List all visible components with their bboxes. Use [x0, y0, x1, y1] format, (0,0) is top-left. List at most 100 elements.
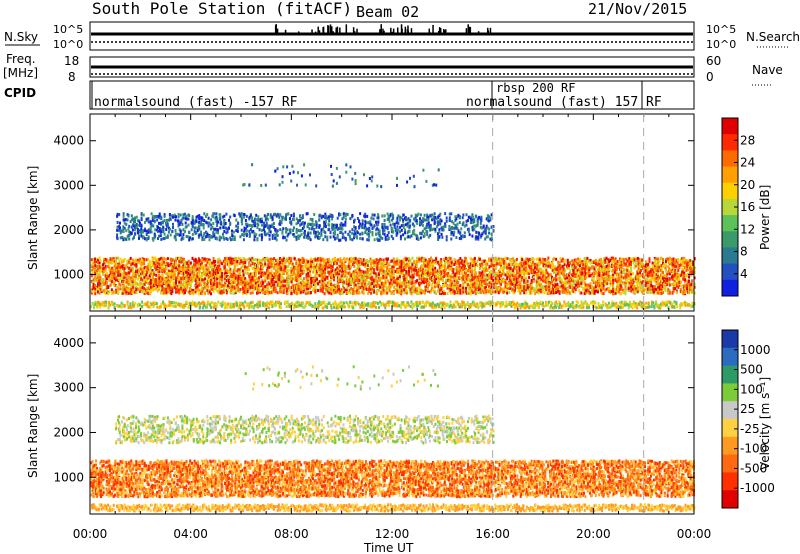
scatter-cell — [167, 272, 170, 275]
scatter-cell — [135, 291, 138, 295]
scatter-cell — [175, 261, 177, 265]
scatter-cell — [146, 268, 148, 272]
scatter-cell — [91, 271, 94, 274]
scatter-cell — [108, 264, 111, 268]
scatter-cell — [375, 301, 378, 305]
scatter-cell — [214, 301, 217, 305]
scatter-cell — [394, 263, 397, 267]
scatter-cell — [172, 272, 175, 276]
scatter-cell — [165, 257, 168, 261]
scatter-cell — [182, 272, 185, 276]
scatter-cell — [119, 271, 122, 274]
scatter-cell — [115, 276, 118, 280]
scatter-cell — [626, 302, 629, 306]
scatter-cell — [137, 302, 140, 306]
scatter-cell — [94, 287, 97, 291]
scatter-cell — [510, 301, 513, 304]
scatter-cell — [136, 282, 139, 286]
scatter-cell — [177, 258, 180, 262]
nsearch-tick-bottom: 10^0 — [706, 38, 736, 51]
scatter-cell — [648, 305, 650, 309]
scatter-cell — [104, 279, 107, 283]
scatter-cell — [109, 279, 112, 283]
scatter-cell — [148, 285, 151, 289]
scatter-cell — [122, 276, 125, 280]
scatter-cell — [345, 257, 348, 261]
scatter-cell — [309, 262, 312, 266]
scatter-cell — [202, 306, 205, 310]
scatter-cell — [260, 275, 263, 279]
scatter-cell — [117, 279, 120, 283]
scatter-cell — [126, 276, 129, 279]
scatter-cell — [216, 277, 219, 281]
scatter-cell — [163, 278, 166, 282]
scatter-cell — [623, 300, 626, 304]
scatter-cell — [393, 301, 396, 305]
scatter-cell — [155, 266, 158, 270]
scatter-cell — [110, 292, 113, 295]
scatter-cell — [298, 301, 300, 305]
scatter-cell — [264, 290, 267, 294]
scatter-cell — [140, 275, 143, 279]
scatter-cell — [336, 261, 339, 265]
scatter-cell — [180, 289, 183, 293]
scatter-cell — [185, 270, 188, 274]
scatter-cell — [123, 280, 126, 284]
scatter-cell — [175, 266, 177, 270]
scatter-cell — [108, 290, 111, 293]
scatter-cell — [230, 291, 233, 295]
scatter-cell — [326, 286, 329, 290]
scatter-cell — [365, 303, 368, 307]
scatter-cell — [186, 276, 189, 280]
scatter-cell — [92, 285, 95, 289]
scatter-cell — [146, 276, 148, 280]
scatter-cell — [109, 261, 112, 265]
scatter-cell — [155, 302, 158, 305]
scatter-cell — [336, 304, 339, 308]
scatter-cell — [580, 306, 583, 310]
scatter-cell — [580, 300, 583, 304]
scatter-cell — [91, 302, 94, 306]
scatter-cell — [154, 301, 157, 305]
scatter-cell — [153, 279, 156, 283]
scatter-cell — [464, 304, 467, 308]
scatter-cell — [239, 270, 242, 274]
scatter-cell — [224, 304, 227, 308]
scatter-cell — [115, 268, 118, 272]
scatter-cell — [136, 268, 139, 272]
scatter-cell — [130, 279, 133, 283]
scatter-cell — [94, 266, 97, 270]
scatter-cell — [571, 303, 574, 307]
scatter-cell — [564, 304, 567, 308]
scatter-cell — [233, 305, 235, 309]
scatter-cell — [343, 305, 346, 309]
scatter-cell — [530, 304, 532, 308]
scatter-cell — [459, 305, 462, 309]
scatter-cell — [268, 282, 271, 286]
scatter-cell — [208, 275, 211, 279]
scatter-cell — [311, 304, 314, 308]
scatter-cell — [513, 305, 516, 309]
scatter-cell — [285, 305, 288, 309]
scatter-cell — [231, 278, 234, 282]
scatter-cell — [387, 257, 389, 261]
scatter-cell — [661, 300, 664, 304]
scatter-cell — [91, 262, 94, 266]
scatter-cell — [150, 272, 152, 276]
scatter-cell — [173, 301, 176, 305]
scatter-cell — [240, 259, 243, 263]
scatter-cell — [184, 260, 186, 264]
scatter-cell — [111, 266, 114, 270]
scatter-cell — [161, 269, 164, 272]
scatter-cell — [100, 279, 103, 283]
scatter-cell — [692, 304, 695, 308]
scatter-cell — [510, 304, 513, 308]
scatter-cell — [161, 277, 164, 281]
scatter-cell — [199, 305, 202, 309]
scatter-cell — [158, 276, 161, 280]
scatter-cell — [131, 300, 134, 304]
scatter-cell — [148, 290, 151, 293]
scatter-cell — [256, 302, 259, 306]
scatter-cell — [125, 292, 128, 296]
scatter-cell — [103, 301, 106, 305]
